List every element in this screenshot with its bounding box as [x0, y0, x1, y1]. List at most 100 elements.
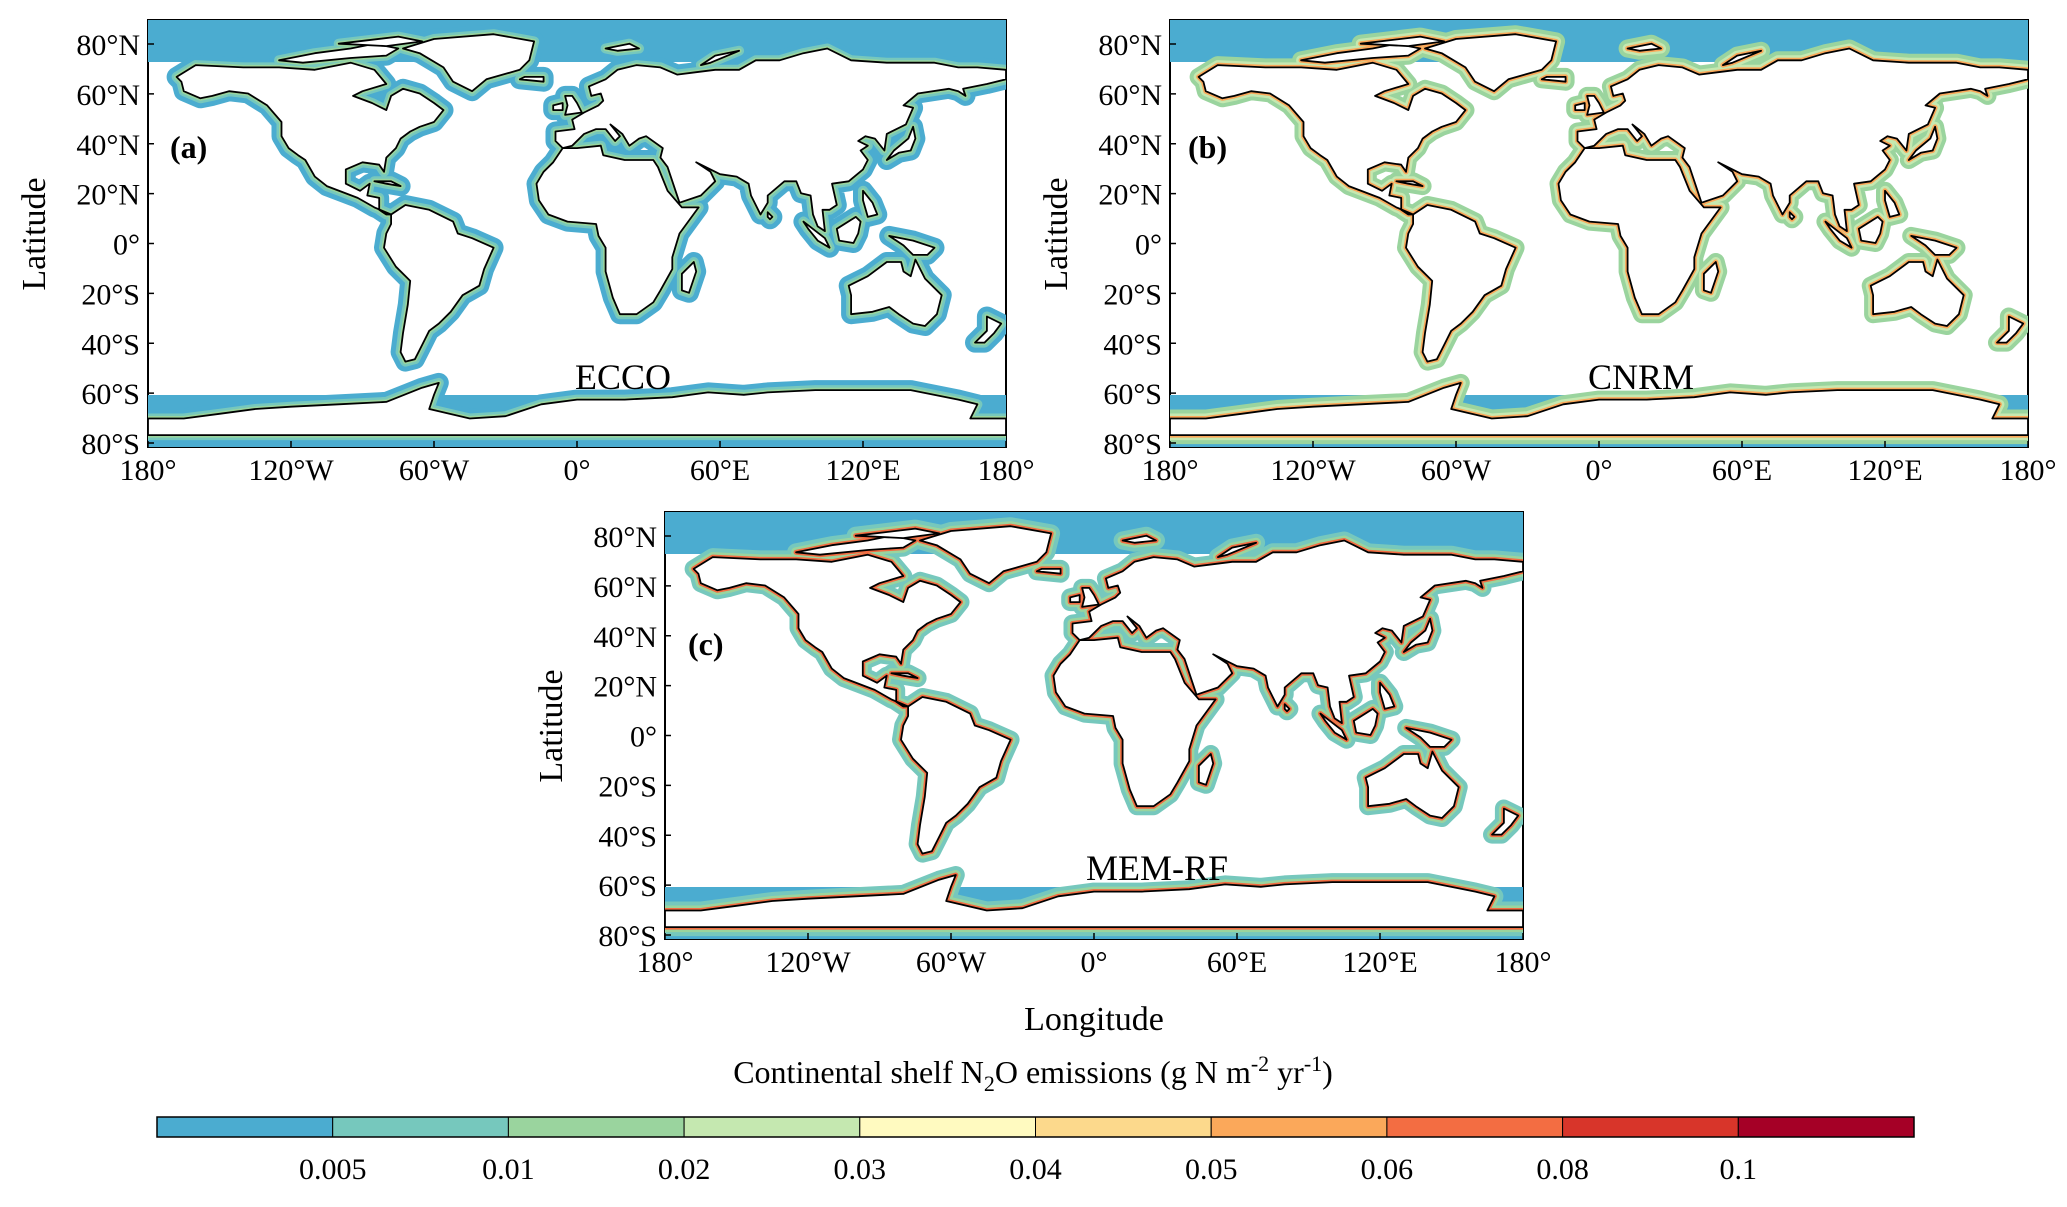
coastline	[974, 315, 1003, 344]
coastline	[835, 215, 862, 244]
map-panel-b: (b) CNRM Latitude 80°N 60°N 40°N 20°N 0° 20°S…	[1038, 19, 2057, 487]
coastline	[1359, 35, 1445, 47]
lon-tick-label: 60°E	[690, 454, 750, 487]
coastline	[885, 125, 917, 161]
colorbar-title-superscript: -1	[1304, 1051, 1322, 1076]
coastline	[1586, 95, 1605, 116]
coastline	[1540, 76, 1567, 83]
coastline	[1907, 125, 1939, 161]
lat-tick-label: 20°S	[81, 278, 140, 311]
coastline	[665, 874, 1523, 928]
coastline	[148, 381, 1006, 437]
coastline	[1557, 144, 1722, 316]
coastline	[1170, 381, 2028, 437]
x-axis-label: Longitude	[1024, 1001, 1164, 1038]
lat-tick-label: 80°S	[1103, 428, 1162, 461]
colorbar-segment	[156, 1116, 334, 1138]
coastline	[1788, 211, 1796, 221]
coastline	[802, 220, 831, 249]
y-axis-label: Latitude	[16, 177, 53, 290]
lon-tick-label: 60°W	[399, 454, 470, 487]
lat-tick-label: 20°N	[1098, 179, 1162, 212]
lat-tick-label: 80°S	[81, 428, 140, 461]
lat-tick-label: 60°S	[598, 870, 657, 903]
lat-tick-label: 40°S	[598, 820, 657, 853]
coastline	[700, 49, 740, 66]
model-label: CNRM	[1588, 357, 1694, 397]
lon-tick-label: 120°W	[765, 946, 851, 979]
coastline	[518, 76, 545, 83]
coastline	[604, 42, 640, 52]
lon-tick-label: 120°W	[248, 454, 334, 487]
coastline	[175, 61, 445, 216]
coastline	[890, 672, 919, 679]
panel-tag: (b)	[1188, 129, 1227, 165]
coastline	[1996, 315, 2025, 344]
colorbar-segment	[1210, 1116, 1388, 1138]
coastline	[552, 102, 564, 111]
colorbar-title-superscript: -2	[1251, 1051, 1269, 1076]
coastline	[1069, 594, 1081, 603]
coastline	[1364, 750, 1460, 819]
colorbar-tick-label: 0.06	[1361, 1153, 1414, 1186]
coastline	[795, 534, 917, 556]
coastline	[1081, 587, 1100, 608]
coastline	[1395, 180, 1424, 188]
lat-tick-label: 60°N	[76, 79, 140, 112]
lon-tick-label: 180°	[978, 454, 1035, 487]
model-label: MEM-RF	[1086, 848, 1228, 888]
colorbar-tick-label: 0.01	[482, 1153, 535, 1186]
lon-tick-label: 120°E	[825, 454, 900, 487]
coastline	[278, 42, 400, 64]
coastline	[373, 180, 402, 188]
colorbar-tick-label: 0.005	[299, 1153, 367, 1186]
colorbar-segment	[1562, 1116, 1739, 1138]
map-panel-c: (c) MEM-RF Latitude 80°N 60°N 40°N 20°N 0° 20…	[533, 511, 1552, 1038]
coastline	[1824, 220, 1853, 249]
lon-tick-label: 120°E	[1847, 454, 1922, 487]
lat-tick-label: 60°S	[1103, 378, 1162, 411]
lat-tick-label: 60°N	[593, 571, 657, 604]
lat-tick-label: 0°	[630, 721, 657, 754]
coastline	[1626, 42, 1662, 52]
coastline	[1703, 261, 1720, 294]
coastline	[919, 525, 1052, 585]
colorbar-tick-label: 0.04	[1009, 1153, 1062, 1186]
colorbar-segment	[507, 1116, 685, 1138]
coastline	[535, 144, 700, 316]
colorbar-title-part: )	[1322, 1054, 1333, 1090]
coastline	[1217, 541, 1257, 558]
coastline	[554, 47, 1006, 233]
coastline	[1352, 708, 1379, 736]
colorbar-frame	[156, 1116, 1915, 1138]
coastline	[888, 234, 936, 256]
coastline	[1283, 703, 1291, 713]
coastline	[1491, 807, 1520, 836]
y-axis-label: Latitude	[1038, 177, 1075, 290]
coastline	[1300, 42, 1422, 64]
coastline	[1857, 215, 1884, 244]
colorbar-segment	[332, 1116, 509, 1138]
colorbar-title-part: Continental shelf N	[733, 1054, 984, 1090]
panel-tag: (c)	[688, 626, 724, 662]
coastline	[1884, 189, 1901, 218]
colorbar-segment	[1035, 1116, 1212, 1138]
coastline	[1405, 727, 1453, 748]
colorbar-title-part: yr	[1269, 1054, 1304, 1090]
coastline	[1035, 568, 1062, 575]
coastline	[383, 204, 495, 363]
lon-tick-label: 60°W	[916, 946, 987, 979]
coastline	[862, 189, 879, 218]
lon-tick-label: 0°	[1586, 454, 1613, 487]
coastline	[1910, 234, 1958, 256]
colorbar-title-subscript: 2	[984, 1071, 995, 1096]
coastline	[1071, 539, 1523, 724]
lon-tick-label: 180°	[637, 946, 694, 979]
colorbar-segment	[859, 1116, 1036, 1138]
colorbar-tick-label: 0.03	[834, 1153, 887, 1186]
lon-tick-label: 60°E	[1207, 946, 1267, 979]
lon-tick-label: 60°W	[1421, 454, 1492, 487]
lat-tick-label: 60°S	[81, 378, 140, 411]
y-axis-label: Latitude	[533, 669, 570, 782]
